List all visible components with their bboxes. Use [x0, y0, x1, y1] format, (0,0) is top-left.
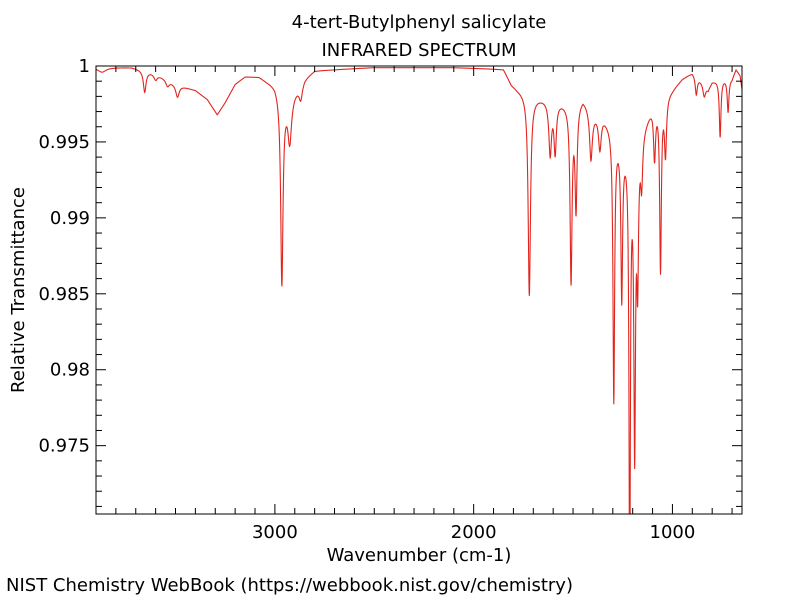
y-tick-label: 0.99 [50, 208, 90, 229]
x-tick-label: 3000 [252, 522, 298, 543]
plot-frame [95, 65, 743, 515]
x-tick-label: 2000 [451, 522, 497, 543]
y-tick-label: 0.995 [38, 132, 90, 153]
x-axis-label: Wavenumber (cm-1) [327, 545, 512, 566]
y-tick-label: 0.98 [50, 360, 90, 381]
y-tick-label: 0.975 [38, 436, 90, 457]
chart-title: 4-tert-Butylphenyl salicylate [292, 12, 547, 33]
source-credit: NIST Chemistry WebBook (https://webbook.… [6, 575, 573, 596]
chart-subtitle: INFRARED SPECTRUM [321, 40, 516, 61]
spectrum-line [96, 67, 742, 514]
x-tick-label: 1000 [650, 522, 696, 543]
y-tick-label: 1 [79, 56, 90, 77]
y-tick-label: 0.985 [38, 284, 90, 305]
y-axis-label: Relative Transmittance [8, 187, 29, 393]
